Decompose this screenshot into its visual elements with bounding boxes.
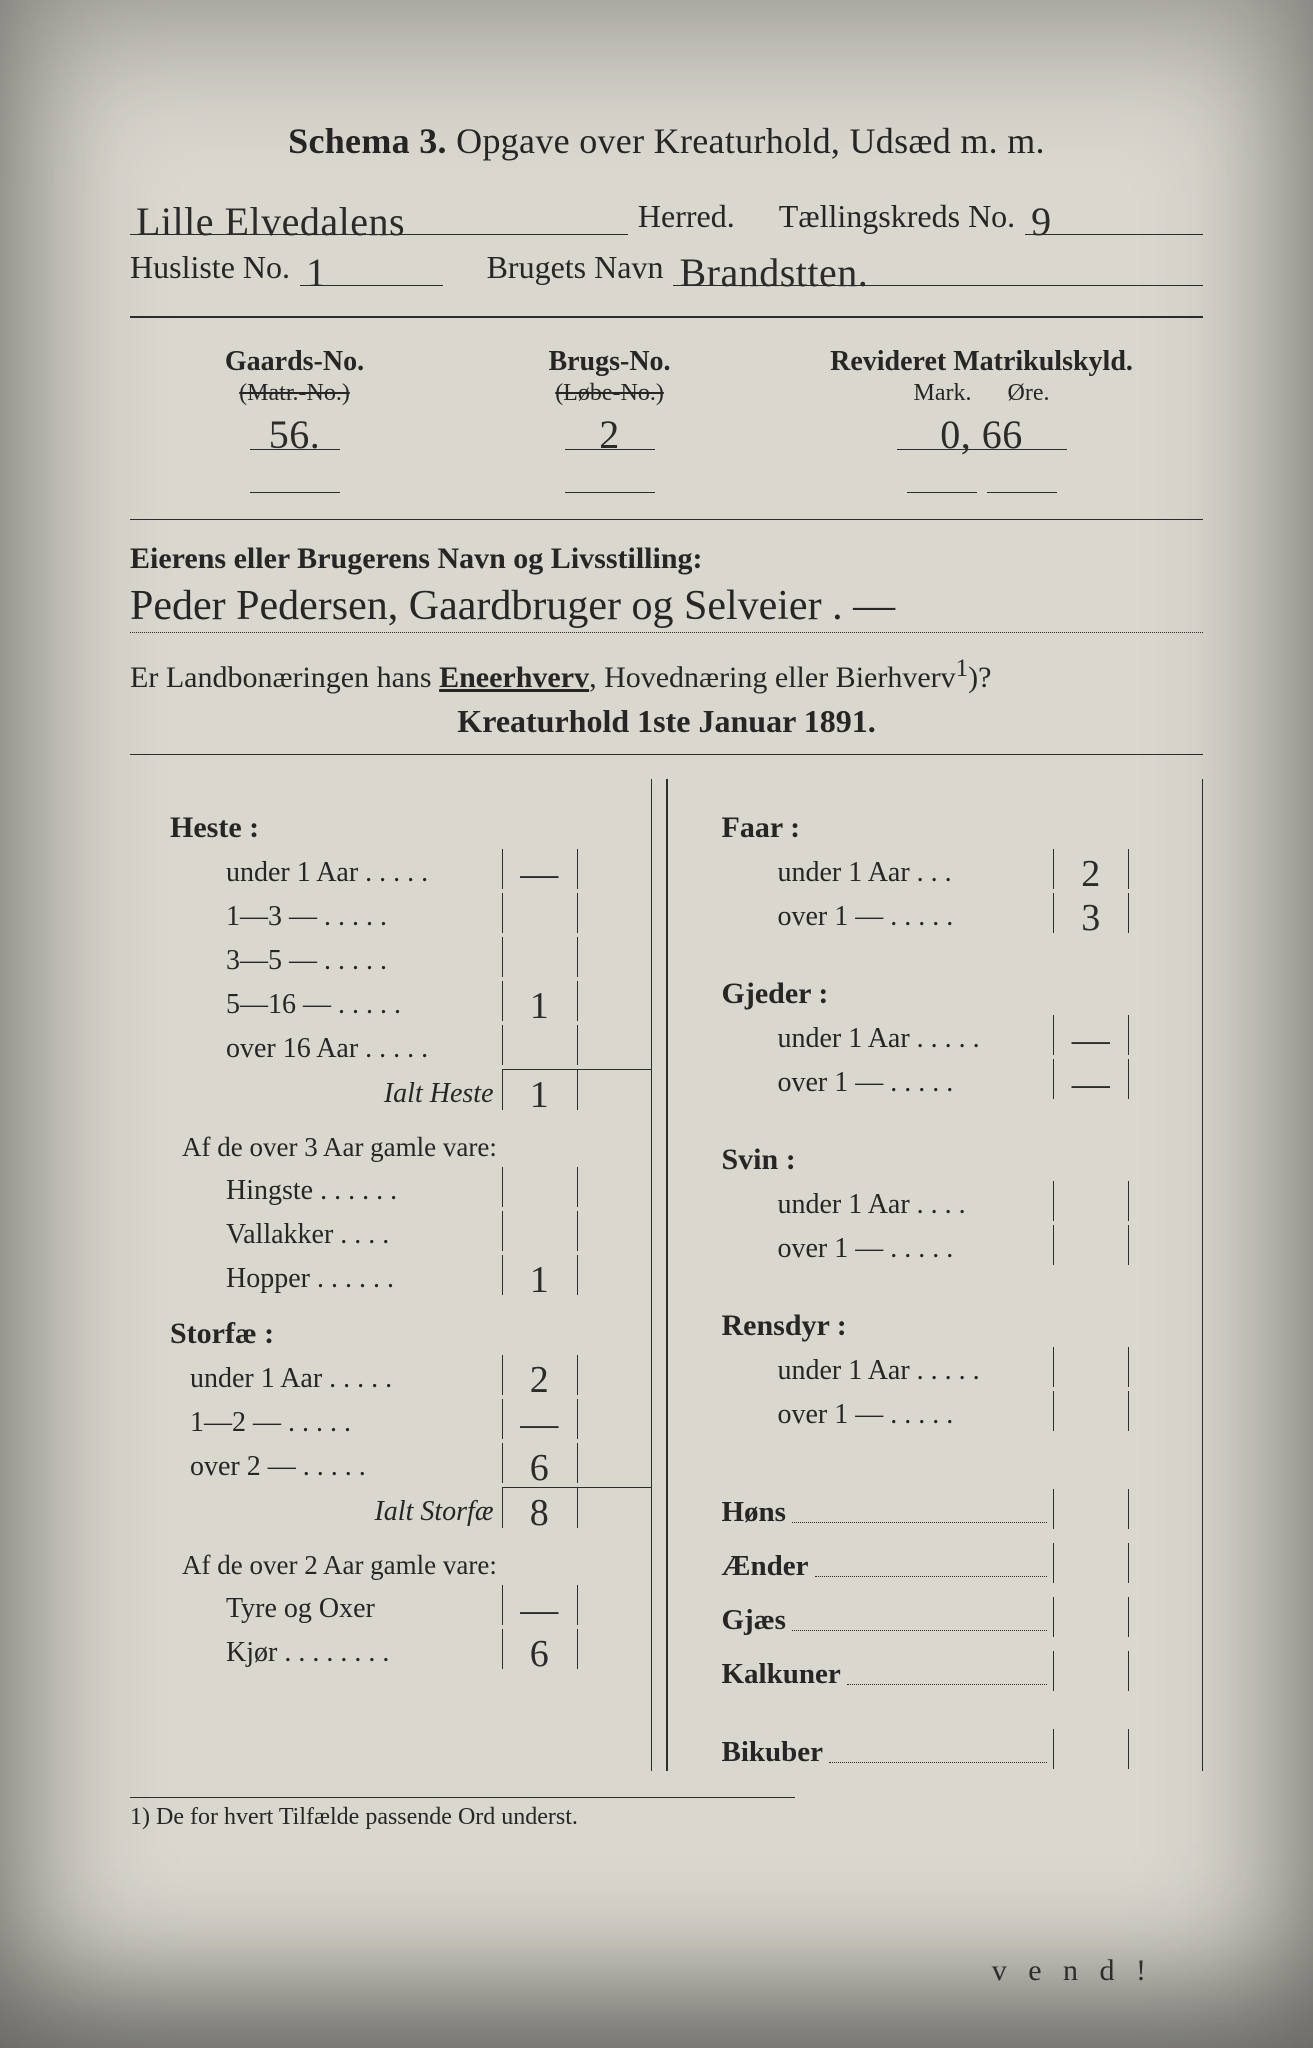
storfae-title: Storfæ : — [170, 1317, 652, 1351]
table-row: under 1 Aar . . . . .2 — [130, 1355, 652, 1395]
kreaturhold-heading: Kreaturhold 1ste Januar 1891. — [130, 703, 1203, 740]
rensdyr-title: Rensdyr : — [722, 1309, 1204, 1343]
table-row: under 1 Aar . . . . .— — [130, 849, 652, 889]
brugs-no-val: 2 — [593, 412, 626, 457]
center-divider — [666, 779, 668, 1771]
divider — [130, 754, 1203, 755]
brugets-navn: Brandstten. — [673, 250, 874, 295]
census-form-page: Schema 3. Opgave over Kreaturhold, Udsæd… — [0, 0, 1313, 2048]
table-row: over 16 Aar . . . . . — [130, 1025, 652, 1065]
matrikulskyld-head: Revideret Matrikulskyld. — [782, 346, 1181, 378]
question-opt1: Eneerhverv — [439, 661, 589, 694]
owner-block: Eierens eller Brugerens Navn og Livsstil… — [130, 542, 1203, 633]
table-row: under 1 Aar . . . . — [682, 1181, 1204, 1221]
title-rest: Opgave over Kreaturhold, Udsæd m. m. — [456, 121, 1045, 161]
hons-row: Høns — [722, 1489, 1204, 1529]
table-row: over 1 — . . . . .— — [682, 1059, 1204, 1099]
schema-no: Schema 3. — [288, 121, 447, 161]
gaards-no-val: 56. — [263, 412, 327, 457]
storfae-sum: Ialt Storfæ8 — [130, 1487, 652, 1528]
table-row: over 1 — . . . . .3 — [682, 893, 1204, 933]
matrikul-block: Gaards-No. (Matr.-No.) 56. Brugs-No. (Lø… — [130, 340, 1203, 493]
question-sup: 1 — [956, 655, 969, 682]
right-column: Faar : under 1 Aar . . .2 over 1 — . . .… — [682, 779, 1204, 1771]
kreds-label: Tællingskreds No. — [779, 198, 1015, 235]
table-row: Vallakker . . . . — [130, 1211, 652, 1251]
kalkuner-row: Kalkuner — [722, 1651, 1204, 1691]
matrikulskyld-col: Revideret Matrikulskyld. Mark. Øre. 0, 6… — [782, 346, 1181, 493]
divider — [130, 316, 1203, 318]
table-row: Tyre og Oxer— — [130, 1585, 652, 1625]
brugets-label: Brugets Navn — [487, 249, 664, 286]
table-row: 1—3 — . . . . . — [130, 893, 652, 933]
table-row: 1—2 — . . . . .— — [130, 1399, 652, 1439]
table-row: Hingste . . . . . . — [130, 1167, 652, 1207]
gaards-no-col: Gaards-No. (Matr.-No.) 56. — [152, 346, 437, 493]
left-column: Heste : under 1 Aar . . . . .— 1—3 — . .… — [130, 779, 652, 1771]
question-post: )? — [968, 661, 991, 694]
table-row: 5—16 — . . . . .1 — [130, 981, 652, 1021]
herred-value: Lille Elvedalens — [130, 199, 411, 244]
form-title: Schema 3. Opgave over Kreaturhold, Udsæd… — [130, 120, 1203, 162]
storfae-note: Af de over 2 Aar gamle vare: — [182, 1550, 652, 1581]
question-pre: Er Landbonæringen hans — [130, 661, 432, 694]
header-line-1: Lille Elvedalens Herred. Tællingskreds N… — [130, 198, 1203, 235]
table-row: over 1 — . . . . . — [682, 1225, 1204, 1265]
footnote: 1) De for hvert Tilfælde passende Ord un… — [130, 1797, 795, 1831]
table-row: Hopper . . . . . .1 — [130, 1255, 652, 1295]
ore-label: Øre. — [1008, 380, 1050, 406]
svin-title: Svin : — [722, 1143, 1204, 1177]
divider — [130, 519, 1203, 520]
gaards-no-sub: (Matr.-No.) — [239, 380, 350, 406]
brugs-no-sub: (Løbe-No.) — [555, 380, 664, 406]
owner-label: Eierens eller Brugerens Navn og Livsstil… — [130, 542, 703, 575]
table-row: under 1 Aar . . . . . — [682, 1347, 1204, 1387]
husliste-label: Husliste No. — [130, 249, 290, 286]
heste-sum: Ialt Heste1 — [130, 1069, 652, 1110]
table-row: under 1 Aar . . . . .— — [682, 1015, 1204, 1055]
table-row: Kjør . . . . . . . .6 — [130, 1629, 652, 1669]
tally-area: Heste : under 1 Aar . . . . .— 1—3 — . .… — [130, 779, 1203, 1771]
husliste-no: 1 — [300, 250, 333, 295]
table-row: over 1 — . . . . . — [682, 1391, 1204, 1431]
header-line-2: Husliste No. 1 Brugets Navn Brandstten. — [130, 249, 1203, 286]
herred-label: Herred. — [638, 198, 735, 235]
faar-title: Faar : — [722, 811, 1204, 845]
aender-row: Ænder — [722, 1543, 1204, 1583]
heste-title: Heste : — [170, 811, 652, 845]
kreds-no: 9 — [1025, 199, 1058, 244]
gaards-no-head: Gaards-No. — [152, 346, 437, 378]
gjeder-title: Gjeder : — [722, 977, 1204, 1011]
matrikulskyld-val: 0, 66 — [934, 412, 1029, 457]
mark-label: Mark. — [914, 380, 972, 406]
heste-note: Af de over 3 Aar gamle vare: — [182, 1132, 652, 1163]
gjaes-row: Gjæs — [722, 1597, 1204, 1637]
brugs-no-col: Brugs-No. (Løbe-No.) 2 — [467, 346, 752, 493]
brugs-no-head: Brugs-No. — [467, 346, 752, 378]
table-row: 3—5 — . . . . . — [130, 937, 652, 977]
bikuber-row: Bikuber — [722, 1729, 1204, 1769]
table-row: under 1 Aar . . .2 — [682, 849, 1204, 889]
occupation-question: Er Landbonæringen hans Eneerhverv, Hoved… — [130, 655, 1203, 695]
owner-value: Peder Pedersen, Gaardbruger og Selveier … — [130, 582, 1203, 633]
table-row: over 2 — . . . . .6 — [130, 1443, 652, 1483]
question-mid: , Hovednæring eller Bierhverv — [589, 661, 956, 694]
vend-marker: v e n d ! — [992, 1954, 1153, 1988]
